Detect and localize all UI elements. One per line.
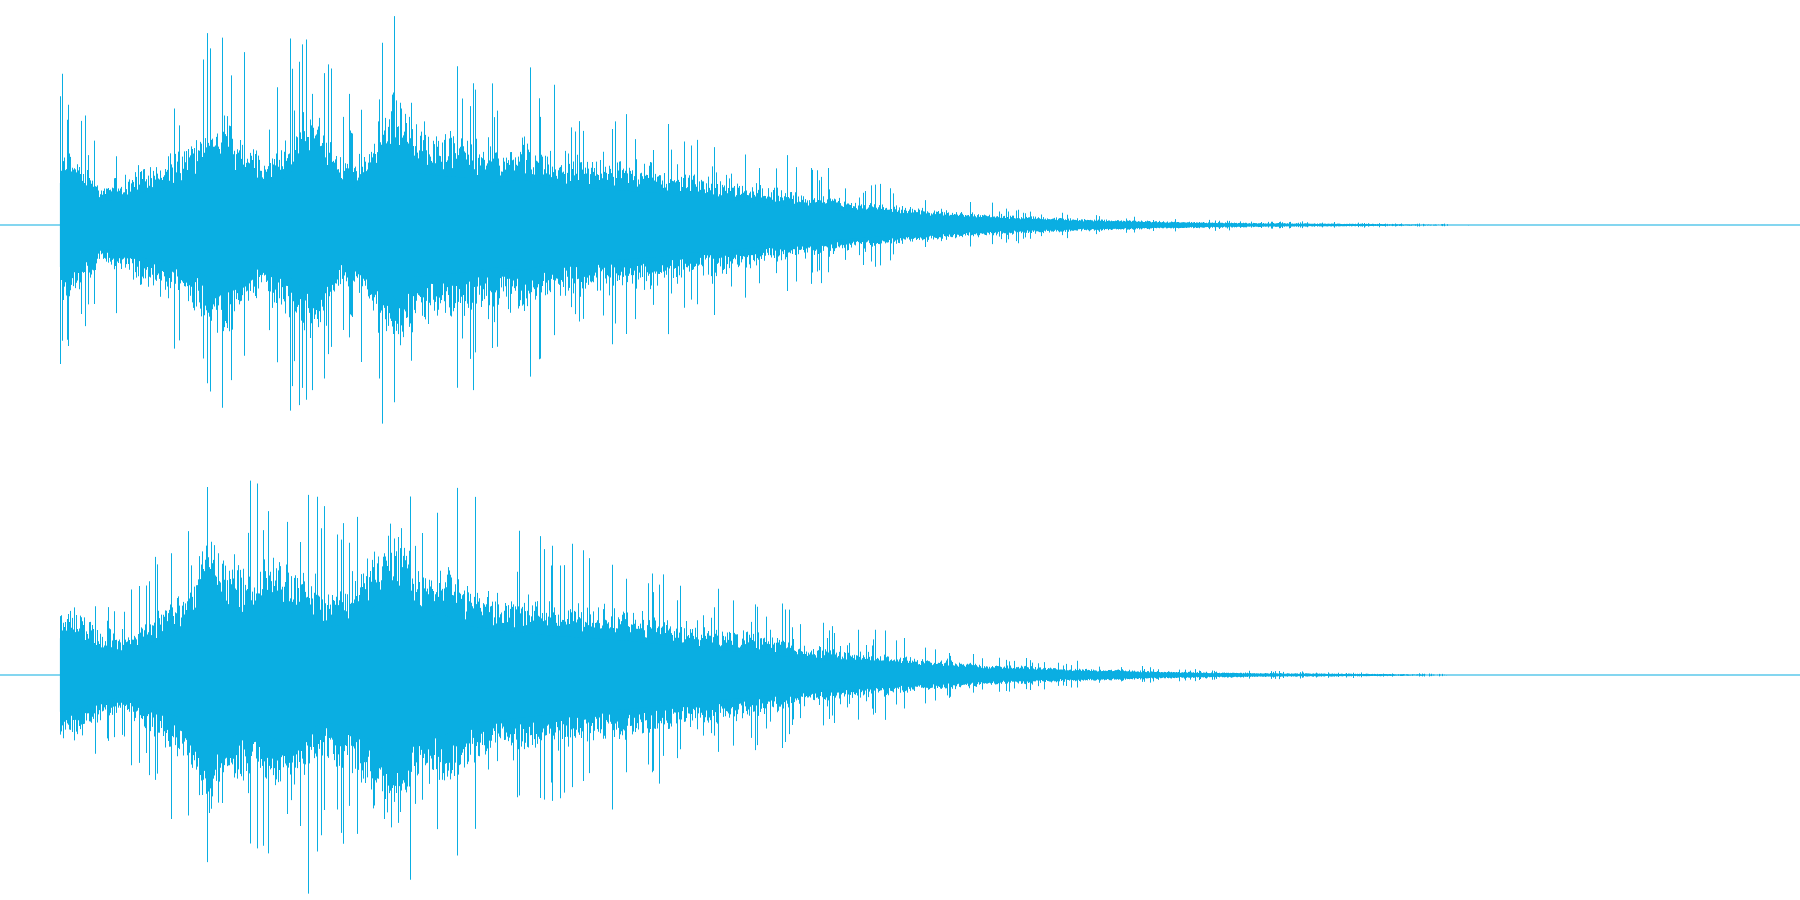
waveform-right-svg — [0, 480, 1800, 894]
waveform-right-bars — [59, 480, 1482, 894]
waveform-channel-left — [0, 16, 1800, 424]
waveform-left-svg — [0, 16, 1800, 424]
waveform-channel-right — [0, 450, 1800, 900]
waveform-left-bars — [59, 16, 1482, 424]
